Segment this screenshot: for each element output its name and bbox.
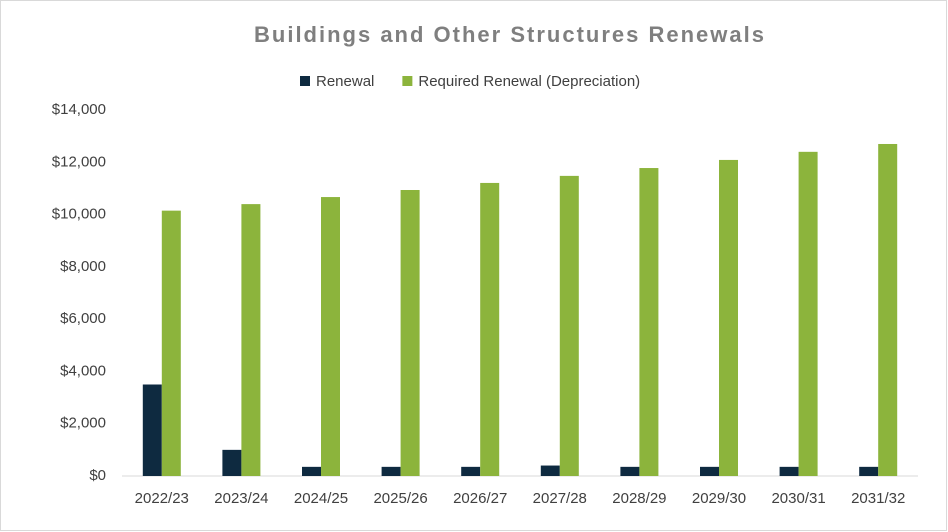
y-tick-label: $0 bbox=[89, 467, 106, 484]
x-tick-label: 2031/32 bbox=[851, 490, 905, 507]
x-tick-label: 2029/30 bbox=[692, 490, 746, 507]
chart-title: Buildings and Other Structures Renewals bbox=[254, 22, 766, 47]
x-tick-label: 2026/27 bbox=[453, 490, 507, 507]
bar bbox=[142, 384, 162, 476]
bar bbox=[719, 159, 738, 476]
y-tick-label: $8,000 bbox=[60, 258, 106, 275]
y-tick-label: $14,000 bbox=[52, 101, 106, 118]
x-tick-label: 2030/31 bbox=[771, 490, 825, 507]
x-tick-label: 2027/28 bbox=[533, 490, 587, 507]
bar bbox=[321, 197, 340, 476]
bar bbox=[480, 182, 500, 476]
bar bbox=[381, 466, 401, 476]
bar bbox=[700, 466, 719, 476]
bar bbox=[400, 189, 420, 477]
x-tick-label: 2022/23 bbox=[135, 490, 189, 507]
x-tick-label: 2028/29 bbox=[612, 490, 666, 507]
y-tick-label: $2,000 bbox=[60, 415, 106, 432]
bar bbox=[161, 210, 181, 476]
bar bbox=[878, 143, 898, 476]
bar bbox=[241, 204, 261, 476]
x-tick-label: 2024/25 bbox=[294, 490, 348, 507]
bar bbox=[639, 168, 659, 476]
x-tick-label: 2025/26 bbox=[373, 490, 427, 507]
legend-swatch bbox=[300, 76, 310, 86]
bar bbox=[779, 466, 799, 476]
bar bbox=[540, 465, 560, 476]
bar bbox=[559, 175, 579, 476]
y-tick-label: $12,000 bbox=[52, 153, 106, 170]
bar bbox=[302, 466, 321, 476]
bar bbox=[620, 466, 640, 476]
bar bbox=[859, 466, 879, 476]
x-tick-label: 2023/24 bbox=[214, 490, 268, 507]
y-tick-label: $10,000 bbox=[52, 206, 106, 223]
y-tick-label: $6,000 bbox=[60, 310, 106, 327]
bar bbox=[222, 449, 242, 476]
bar bbox=[461, 466, 481, 476]
y-tick-label: $4,000 bbox=[60, 362, 106, 379]
bar bbox=[798, 151, 818, 477]
legend-label: Required Renewal (Depreciation) bbox=[418, 73, 640, 90]
legend-label: Renewal bbox=[316, 73, 374, 90]
legend-swatch bbox=[402, 76, 413, 86]
